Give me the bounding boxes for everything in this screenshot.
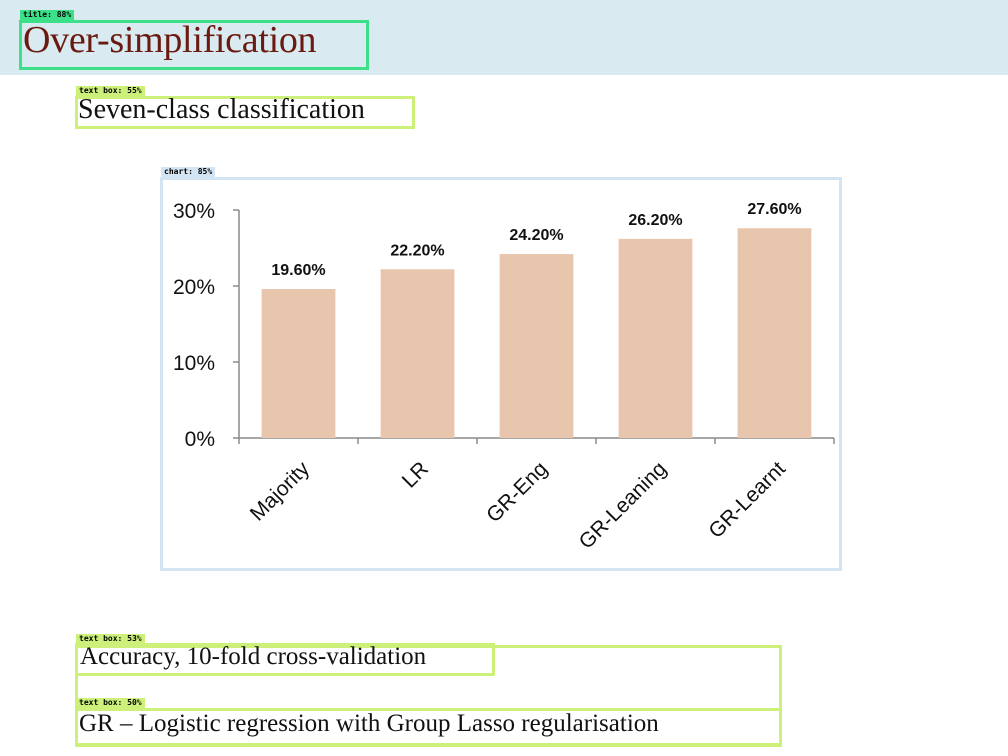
- title-annotation-box: [19, 20, 369, 70]
- accuracy-bar-chart: 0% 10% 20% 30% 19.60% Majority 22.20% LR 24.20% G…: [173, 200, 835, 554]
- data-label: 26.20%: [628, 212, 682, 229]
- y-tick-label: 0%: [185, 428, 215, 451]
- x-tick-label: Majority: [246, 457, 315, 526]
- chart-annotation-tag: chart: 85%: [161, 167, 216, 177]
- note1-annotation-tag: text box: 53%: [76, 634, 145, 644]
- note2-annotation-box: [75, 708, 782, 746]
- bar-gr-learnt: [737, 228, 812, 438]
- y-tick-label: 30%: [173, 200, 215, 223]
- bar-gr-eng: [499, 254, 574, 438]
- bar-gr-leaning: [618, 238, 693, 438]
- title-annotation-tag: title: 88%: [20, 10, 75, 20]
- bar-majority: [261, 289, 336, 438]
- data-label: 27.60%: [747, 201, 801, 218]
- subtitle-annotation-tag: text box: 55%: [76, 86, 145, 96]
- note-gr-definition: GR – Logistic regression with Group Lass…: [79, 710, 659, 737]
- x-tick-label: LR: [398, 457, 433, 492]
- y-tick-label: 20%: [173, 276, 215, 299]
- x-tick-label: GR-Eng: [482, 457, 552, 527]
- header-band: [0, 0, 1008, 75]
- x-tick-label: GR-Learnt: [704, 457, 790, 543]
- bar-lr: [380, 269, 455, 438]
- note2-annotation-tag: text box: 50%: [76, 698, 145, 708]
- slide-title: Over-simplification: [23, 19, 317, 61]
- subtitle-annotation-box: [75, 96, 415, 129]
- note-accuracy: Accuracy, 10-fold cross-validation: [80, 643, 427, 670]
- data-label: 22.20%: [390, 242, 444, 259]
- y-tick-label: 10%: [173, 352, 215, 375]
- x-tick-label: GR-Leaning: [575, 457, 671, 553]
- slide-subtitle: Seven-class classification: [78, 94, 365, 125]
- data-label: 19.60%: [271, 262, 325, 279]
- data-label: 24.20%: [509, 227, 563, 244]
- chart-annotation-box: [160, 177, 842, 571]
